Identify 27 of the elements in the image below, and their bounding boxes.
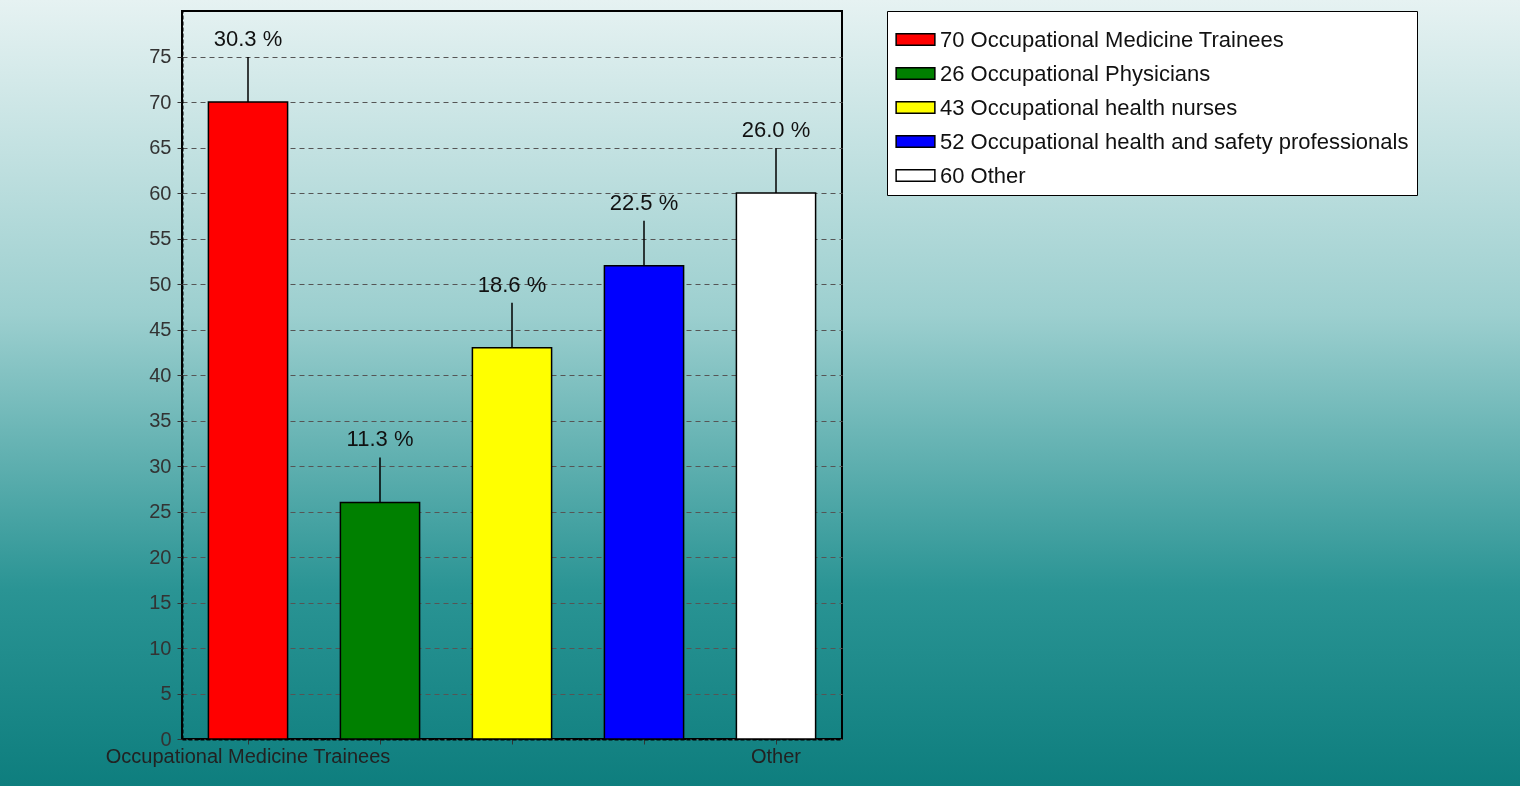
legend-label: 26 Occupational Physicians — [940, 60, 1211, 86]
legend-label: 60 Other — [940, 162, 1026, 188]
y-tick-label: 40 — [149, 363, 172, 386]
y-tick-label: 0 — [160, 727, 172, 750]
legend-label: 70 Occupational Medicine Trainees — [940, 26, 1284, 52]
y-tick-label: 20 — [149, 545, 172, 568]
annotation: 26.0 % — [741, 117, 811, 142]
legend-label: 43 Occupational health nurses — [940, 94, 1238, 120]
y-tick-label: 10 — [149, 636, 172, 659]
annotation: 30.3 % — [213, 26, 283, 51]
y-tick-label: 35 — [149, 409, 172, 431]
y-tick-label: 5 — [160, 682, 172, 704]
y-tick-label: 45 — [149, 318, 172, 340]
annotation: 18.6 % — [477, 271, 547, 297]
y-tick-label: 75 — [149, 45, 172, 67]
y-tick-label: 25 — [149, 500, 172, 522]
y-tick-label: 70 — [149, 90, 172, 113]
x-tick-label: Other — [750, 744, 802, 767]
y-tick-label: 55 — [149, 227, 172, 249]
annotation: 22.5 % — [609, 189, 679, 215]
y-tick-label: 60 — [149, 181, 172, 204]
annotation: 11.3 % — [346, 426, 414, 452]
y-tick-label: 50 — [149, 272, 172, 295]
y-tick-label: 65 — [149, 136, 172, 158]
y-tick-label: 30 — [149, 454, 172, 477]
legend-label: 52 Occupational health and safety professionals — [940, 128, 1409, 154]
y-tick-label: 15 — [149, 591, 172, 613]
